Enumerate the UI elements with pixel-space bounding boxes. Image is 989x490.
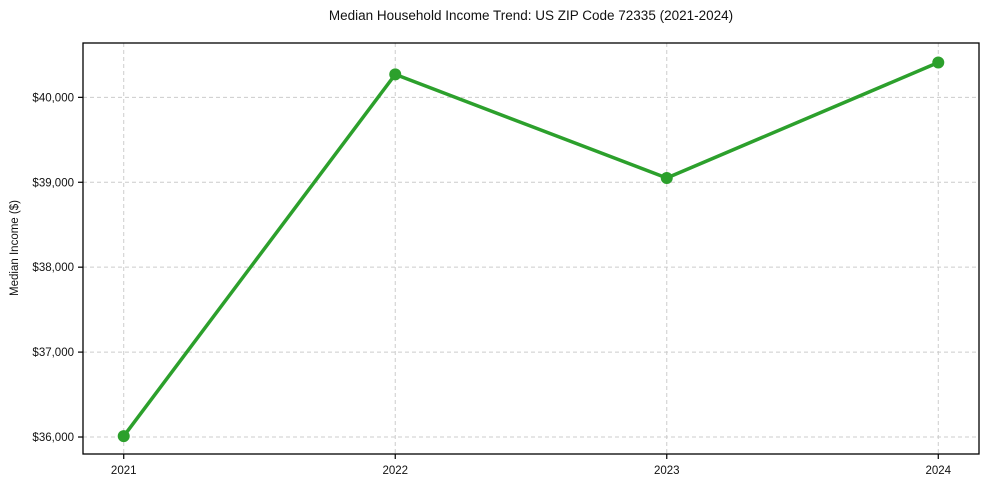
x-tick-label: 2024 (925, 465, 951, 477)
chart-title: Median Household Income Trend: US ZIP Co… (328, 8, 734, 23)
plot-border (82, 42, 980, 455)
x-tick-label: 2022 (382, 465, 408, 477)
trend-line (121, 60, 941, 438)
x-tick-label: 2021 (111, 465, 137, 477)
y-tick-label: $38,000 (32, 262, 74, 274)
y-tick-label: $37,000 (32, 347, 74, 359)
x-tick-label: 2023 (654, 465, 680, 477)
data-point (660, 172, 673, 185)
y-tick-label: $36,000 (32, 432, 74, 444)
data-point (932, 56, 945, 69)
y-tick-label: $39,000 (32, 177, 74, 189)
data-point (389, 68, 402, 81)
data-point (117, 430, 130, 443)
y-tick-label: $40,000 (32, 92, 74, 104)
